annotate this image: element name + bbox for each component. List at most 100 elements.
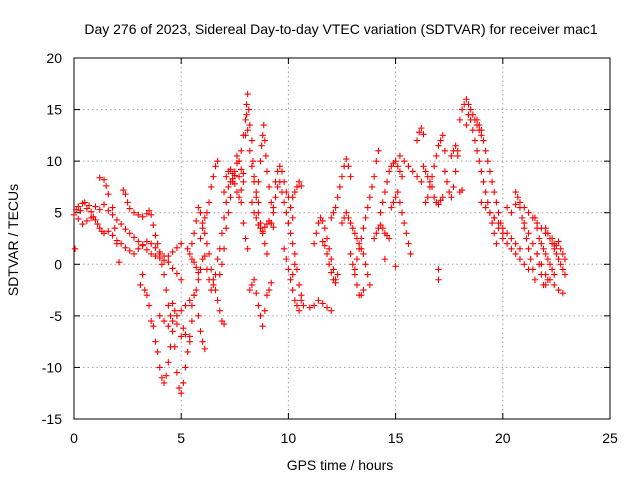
data-point [214,157,221,165]
grid-lines [74,58,610,419]
data-point [248,199,256,206]
data-point [529,266,537,273]
data-point [250,276,258,283]
data-point [220,245,228,253]
data-point [463,121,470,129]
data-point [265,286,273,294]
data-point [538,240,545,247]
data-point [441,168,449,175]
data-point [358,292,365,299]
data-point [443,178,451,185]
data-point [521,261,528,268]
data-point [360,250,367,258]
data-point [205,199,213,206]
data-point [388,204,395,211]
data-point [465,101,472,108]
data-point [396,152,404,160]
data-point [548,266,556,273]
data-point [212,163,219,170]
data-point [117,220,125,228]
data-point [156,364,163,371]
data-point [437,137,444,144]
y-tick-label: 15 [46,102,62,118]
data-point [178,240,185,247]
data-point [270,223,277,231]
data-point [201,230,208,237]
data-point [435,276,442,283]
data-point [160,317,168,325]
data-point [289,286,296,294]
data-point [152,244,159,251]
data-point [413,173,421,180]
data-point [430,194,438,201]
data-point [199,338,206,345]
data-point [351,266,359,273]
data-point [403,230,410,237]
x-tick-label: 15 [388,430,404,446]
data-point [315,219,322,227]
data-point [120,186,127,194]
data-point [482,188,489,196]
data-point [559,250,567,258]
data-point [147,240,155,247]
data-point [280,199,288,206]
data-point [319,217,326,225]
data-point [525,230,532,237]
data-point [193,264,200,271]
data-point [289,214,296,222]
data-point [362,214,369,222]
data-point [473,116,481,124]
data-point [360,224,367,232]
data-point [248,137,256,144]
data-point [413,137,421,144]
data-point [538,271,545,278]
data-point [405,240,412,247]
data-point [430,163,438,170]
data-point [193,286,200,294]
data-point [143,292,151,299]
data-point [193,217,200,225]
data-point [169,248,176,256]
data-point [169,317,176,325]
data-point [210,173,217,180]
data-point [463,96,470,103]
data-point [478,199,485,206]
data-point [70,211,78,218]
data-point [147,250,155,258]
data-point [390,199,397,206]
data-point [229,178,236,185]
data-point [448,152,455,160]
data-point [364,271,371,278]
data-point [201,345,208,353]
data-point [499,235,506,242]
data-point [353,255,361,263]
data-point [240,219,247,227]
data-point [503,240,511,247]
data-point [165,322,172,330]
data-point [126,205,133,212]
data-point [263,168,271,175]
data-point [542,281,549,289]
data-point [182,302,189,309]
data-point [268,199,275,206]
data-point [392,157,399,165]
data-point [328,255,335,263]
x-axis-label: GPS time / hours [287,457,394,473]
data-point [109,232,116,239]
data-point [478,168,485,175]
data-point [258,142,265,149]
data-point [94,220,101,228]
data-point [272,178,279,185]
data-point [536,235,543,242]
data-point [260,121,267,129]
data-point [420,131,427,138]
data-point [109,211,116,218]
data-point [508,209,515,216]
data-point [467,116,474,124]
data-point [75,203,82,210]
y-axis-label: SDTVAR / TECUs [5,184,21,296]
data-point [439,132,446,139]
data-point [201,214,208,222]
data-point [516,255,524,263]
data-point [276,163,284,170]
